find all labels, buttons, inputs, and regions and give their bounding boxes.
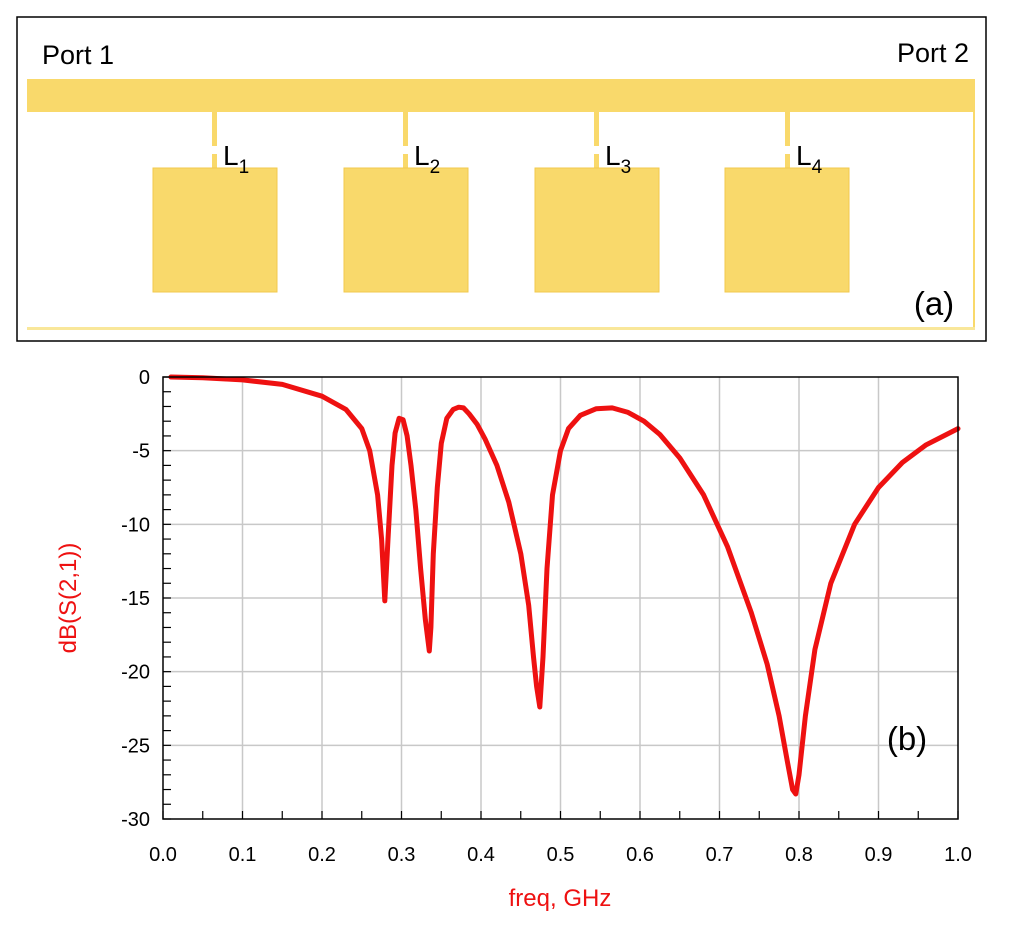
main-transmission-line [27, 79, 975, 112]
resonator-pad [534, 167, 660, 293]
x-tick-label: 0.6 [626, 844, 654, 866]
stub-line-upper [212, 112, 217, 146]
x-tick-label: 0.7 [706, 844, 734, 866]
resonator-pad [724, 167, 850, 293]
x-tick-label: 0.9 [865, 844, 893, 866]
x-tick-label: 0.3 [388, 844, 416, 866]
stub-label: L2 [414, 140, 440, 178]
y-axis-label: dB(S(2,1)) [55, 543, 82, 654]
stub-line-upper [403, 112, 408, 146]
y-tick-label: -30 [121, 809, 150, 831]
port-2-label: Port 2 [897, 38, 969, 68]
x-tick-label: 0.8 [785, 844, 813, 866]
stub-line-upper [785, 112, 790, 146]
x-tick-label: 0.0 [149, 844, 177, 866]
x-tick-label: 0.2 [308, 844, 336, 866]
stub-2: L2 [343, 112, 469, 293]
stub-1: L1 [152, 112, 278, 293]
y-tick-label: -15 [121, 588, 150, 610]
panel-a-tag: (a) [914, 285, 954, 322]
stub-line-lower [785, 154, 790, 168]
stub-line-upper [594, 112, 599, 146]
x-tick-label: 1.0 [944, 844, 972, 866]
stub-label: L3 [605, 140, 631, 178]
y-tick-label: -20 [121, 662, 150, 684]
bottom-ground-line [27, 327, 975, 330]
right-edge-line [973, 112, 975, 328]
x-tick-label: 0.5 [547, 844, 575, 866]
x-axis-label: freq, GHz [509, 885, 612, 912]
port-1-label: Port 1 [42, 40, 114, 70]
layout-panel: Port 1 Port 2 L1 L2 L3 L4 (a) [16, 16, 987, 342]
stub-label: L4 [796, 140, 823, 178]
resonator-pad [152, 167, 278, 293]
plot-border [162, 376, 959, 820]
x-tick-label: 0.4 [467, 844, 495, 866]
stub-line-lower [403, 154, 408, 168]
y-tick-label: -5 [132, 441, 150, 463]
y-tick-label: -10 [121, 514, 150, 536]
stub-line-lower [212, 154, 217, 168]
stub-3: L3 [534, 112, 660, 293]
stub-label: L1 [223, 140, 249, 178]
x-tick-label: 0.1 [229, 844, 257, 866]
resonator-pad [343, 167, 469, 293]
s21-curve [168, 374, 961, 797]
s21-chart: 0.0 0.1 0.2 0.3 0.4 0.5 0.6 0.7 0.8 0.9 1.0 0 -5 -10… [55, 367, 972, 912]
y-tick-label: -25 [121, 735, 150, 757]
panel-b-tag: (b) [887, 720, 927, 757]
stub-4: L4 [724, 112, 850, 293]
stub-line-lower [594, 154, 599, 168]
y-tick-label: 0 [139, 367, 150, 389]
